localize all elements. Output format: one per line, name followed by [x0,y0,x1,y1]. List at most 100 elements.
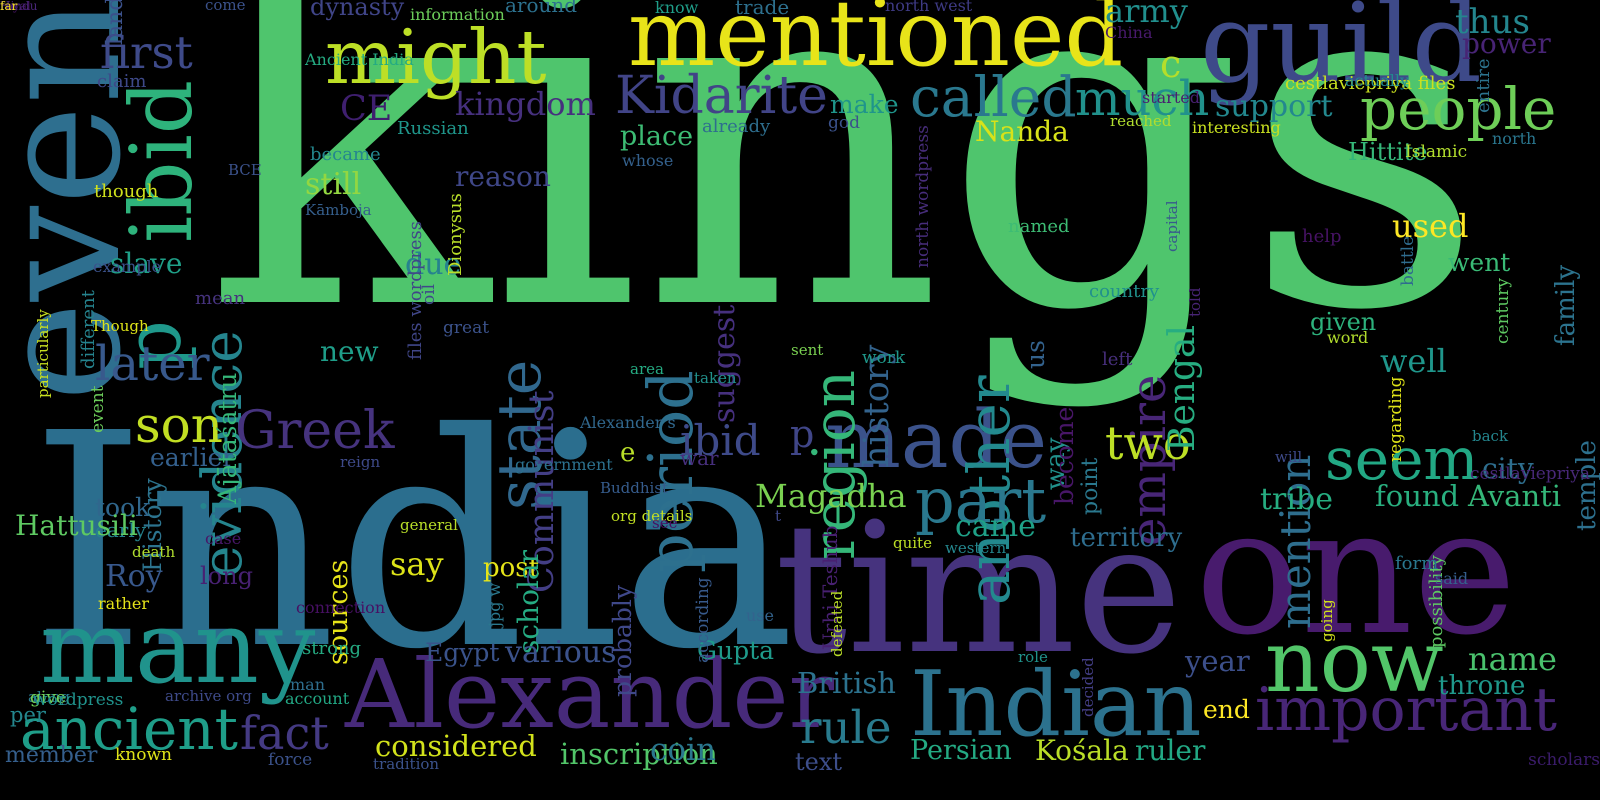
word-64: tribe [1260,482,1333,517]
word-140: help [1302,226,1342,247]
word-112: come [205,0,246,14]
word-155: work [862,348,906,368]
word-197: wordpress [33,690,124,710]
word-128: interesting [1192,118,1281,137]
word-11: now [1265,613,1444,712]
word-93: coin [650,732,716,768]
word-71: territory [1070,523,1183,553]
word-111: trade [735,0,790,19]
word-147: particularly [34,309,52,398]
word-99: Hattusili [15,509,138,542]
word-139: capital [1163,200,1181,252]
word-151: oil [419,284,439,306]
word-166: general [400,516,458,534]
word-162: government [515,455,613,474]
word-40: ibid [680,416,761,465]
word-144: told [1186,288,1204,318]
word-18: called [910,65,1077,129]
word-142: country [1089,281,1160,302]
word-31: later [95,336,210,392]
word-19: much [1075,71,1210,127]
word-113: information [410,5,505,24]
word-195: tradition [373,755,440,773]
word-156: word [1327,328,1369,347]
word-174: back [1472,427,1509,445]
word-143: left [1102,349,1133,370]
word-0: kings [205,0,1485,413]
word-119: actually [1345,71,1410,90]
word-129: became [310,144,381,165]
word-50: make [830,90,899,119]
word-83: various [505,635,617,670]
word-3: time [775,485,1183,694]
word-116: China [1105,23,1153,42]
word-92: inscription [560,737,718,771]
word-158: event [88,385,108,433]
word-199: royal [0,0,31,13]
word-96: Persian [910,735,1012,766]
word-60: went [1448,248,1511,277]
word-91: considered [375,729,537,763]
word-78: say [390,545,444,583]
word-160: Alexander s [580,413,676,432]
word-182: defeated [828,591,846,658]
word-170: quite [893,534,932,552]
word-74: took [95,493,151,522]
word-100: per [10,703,46,727]
word-196: archive org [165,687,252,705]
word-29: Greek [235,401,395,461]
word-123: Russian [397,118,469,139]
word-41: p [790,412,815,456]
word-171: western [945,539,1007,557]
word-97: text [795,748,843,776]
word-141: named [1008,216,1070,237]
word-10: Indian [910,652,1202,757]
word-177: said [1435,569,1469,588]
word-108: land [103,0,128,46]
word-179: going [1318,599,1336,642]
word-157: regarding [1386,377,1406,463]
word-94: Kośala [1035,734,1129,767]
word-167: see [652,514,678,532]
word-27: seem [1325,425,1479,493]
word-34: fact [240,706,329,760]
word-65: found [1375,479,1460,513]
word-103: us [1021,340,1050,369]
word-5: mentioned [628,0,1124,87]
word-7: might [325,13,547,101]
word-42: army [1105,0,1188,30]
word-150: Though [91,317,149,335]
word-56: new [320,335,379,368]
word-47: c [1160,42,1182,86]
word-193: known [115,745,172,765]
word-61: family [1551,265,1581,347]
word-105: become [1050,407,1079,506]
word-4: one [1195,471,1517,674]
word-72: e [620,438,636,468]
word-187: rather [98,594,150,613]
word-88: name [1468,640,1557,678]
word-32: son [135,396,223,454]
word-95: ruler [1135,734,1206,767]
word-180: decided [1079,657,1097,717]
word-75: early [95,518,147,542]
word-76: Roy [105,559,163,594]
word-107: war [680,446,719,470]
word-110: around [505,0,578,17]
word-198: scholars [1528,750,1600,770]
word-39: Bengal [1162,325,1203,452]
word-6: guild [1200,0,1483,107]
word-8: many [40,589,316,706]
word-133: though [94,181,159,202]
word-53: still [305,167,362,202]
word-85: Gupta [697,636,775,665]
word-161: reign [340,453,381,471]
word-132: north [1492,129,1537,148]
word-188: strong [302,638,362,659]
word-33: two [1105,416,1191,470]
word-136: Kāmboja [305,201,372,219]
word-84: Egypt [425,638,500,667]
word-201: far [0,0,18,13]
word-16: people [1360,75,1557,143]
